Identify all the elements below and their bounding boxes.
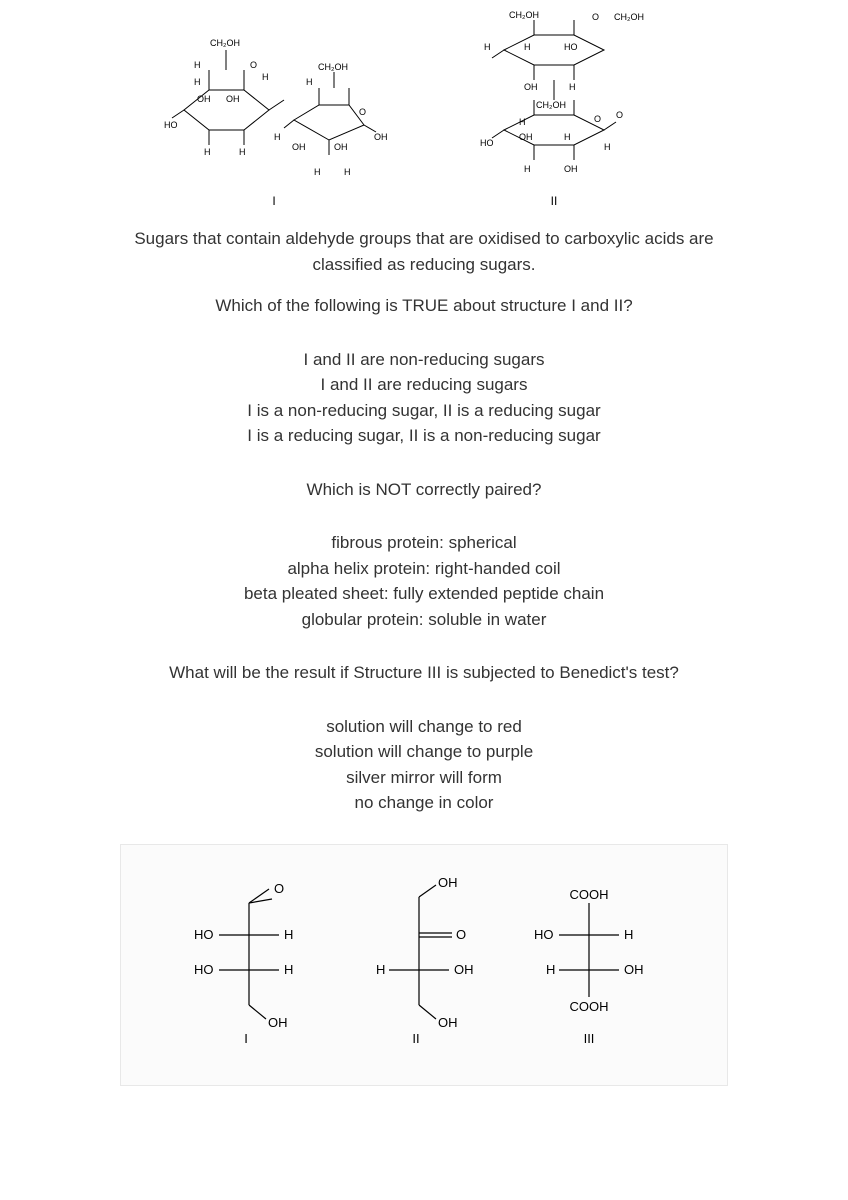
label-ho: HO: [164, 120, 178, 130]
f1-l2: HO: [194, 962, 214, 977]
q1-opt-3: I is a non-reducing sugar, II is a reduc…: [60, 398, 788, 424]
intro-text: Sugars that contain aldehyde groups that…: [60, 226, 788, 277]
f1-label: I: [244, 1031, 248, 1045]
structure-label-II: II: [551, 194, 558, 208]
label-ch2oh: CH₂OH: [210, 38, 240, 48]
page: CH₂OH H O H H OH OH HO H H CH₂OH H O OH …: [0, 0, 848, 1126]
q2-opt-3: beta pleated sheet: fully extended pepti…: [60, 581, 788, 607]
q1-options: I and II are non-reducing sugars I and I…: [60, 347, 788, 449]
label-ch2oh: CH₂OH: [509, 10, 539, 20]
label-oh: OH: [524, 82, 538, 92]
f3-bottom: COOH: [570, 999, 609, 1014]
structure-II: CH₂OH O CH₂OH H HO H OH H CH₂OH H O O OH…: [464, 10, 684, 210]
label-h: H: [194, 60, 201, 70]
q3-opt-4: no change in color: [60, 790, 788, 816]
f3-l2: H: [546, 962, 555, 977]
q1-prompt: Which of the following is TRUE about str…: [60, 293, 788, 319]
label-ch2oh: CH₂OH: [614, 12, 644, 22]
label-oh: OH: [197, 94, 211, 104]
label-o: O: [594, 114, 601, 124]
label-oh: O: [250, 60, 257, 70]
q2-options: fibrous protein: spherical alpha helix p…: [60, 530, 788, 632]
label-oh: OH: [374, 132, 388, 142]
f2-top: OH: [438, 875, 458, 890]
label-ch2oh: CH₂OH: [318, 62, 348, 72]
label-h: H: [519, 117, 526, 127]
f1-l1: HO: [194, 927, 214, 942]
label-h: H: [194, 77, 201, 87]
structure-label-I: I: [272, 194, 275, 208]
label-h: H: [524, 164, 531, 174]
label-h: H: [314, 167, 321, 177]
f1-bottom: OH: [268, 1015, 288, 1030]
label-ho: HO: [480, 138, 494, 148]
f1-top-o: O: [274, 881, 284, 896]
label-h: H: [484, 42, 491, 52]
q1-opt-2: I and II are reducing sugars: [60, 372, 788, 398]
f2-l2: H: [376, 962, 385, 977]
f1-r1: H: [284, 927, 293, 942]
label-h: H: [204, 147, 211, 157]
label-oh: OH: [564, 164, 578, 174]
q3-prompt: What will be the result if Structure III…: [60, 660, 788, 686]
q3-opt-3: silver mirror will form: [60, 765, 788, 791]
q2-prompt: Which is NOT correctly paired?: [60, 477, 788, 503]
f2-r1-o: O: [456, 927, 466, 942]
fischer-I: O HO H HO H OH I: [184, 875, 314, 1045]
label-oh: OH: [519, 132, 533, 142]
q3-opt-2: solution will change to purple: [60, 739, 788, 765]
label-o: O: [359, 107, 366, 117]
structure-I: CH₂OH H O H H OH OH HO H H CH₂OH H O OH …: [164, 10, 404, 210]
label-h: H: [262, 72, 269, 82]
q1-opt-1: I and II are non-reducing sugars: [60, 347, 788, 373]
label-h: H: [306, 77, 313, 87]
label-h: H: [239, 147, 246, 157]
q3-options: solution will change to red solution wil…: [60, 714, 788, 816]
label-oh: OH: [334, 142, 348, 152]
label-h: H: [564, 132, 571, 142]
f2-bottom: OH: [438, 1015, 458, 1030]
label-ho: HO: [564, 42, 578, 52]
label-h: H: [569, 82, 576, 92]
q2-opt-2: alpha helix protein: right-handed coil: [60, 556, 788, 582]
q2-opt-1: fibrous protein: spherical: [60, 530, 788, 556]
fischer-box: O HO H HO H OH I: [120, 844, 728, 1086]
f3-top: COOH: [570, 887, 609, 902]
f1-r2: H: [284, 962, 293, 977]
q2-opt-4: globular protein: soluble in water: [60, 607, 788, 633]
f2-label: II: [412, 1031, 419, 1045]
q3-opt-1: solution will change to red: [60, 714, 788, 740]
label-h: H: [604, 142, 611, 152]
intro-line2: classified as reducing sugars.: [312, 255, 535, 274]
f3-label: III: [584, 1031, 595, 1045]
fischer-III: COOH HO H H OH COOH III: [524, 875, 664, 1045]
label-oh: OH: [226, 94, 240, 104]
intro-line1: Sugars that contain aldehyde groups that…: [134, 229, 713, 248]
f2-r2: OH: [454, 962, 474, 977]
f3-l1: HO: [534, 927, 554, 942]
disaccharide-row: CH₂OH H O H H OH OH HO H H CH₂OH H O OH …: [60, 10, 788, 210]
f3-r2: OH: [624, 962, 644, 977]
label-oh: OH: [292, 142, 306, 152]
f3-r1: H: [624, 927, 633, 942]
label-o: O: [592, 12, 599, 22]
fischer-II: OH O H OH OH II: [354, 875, 484, 1045]
label-h: H: [524, 42, 531, 52]
label-o: O: [616, 110, 623, 120]
label-h: H: [274, 132, 281, 142]
label-ch2oh: CH₂OH: [536, 100, 566, 110]
q1-opt-4: I is a reducing sugar, II is a non-reduc…: [60, 423, 788, 449]
label-h: H: [344, 167, 351, 177]
